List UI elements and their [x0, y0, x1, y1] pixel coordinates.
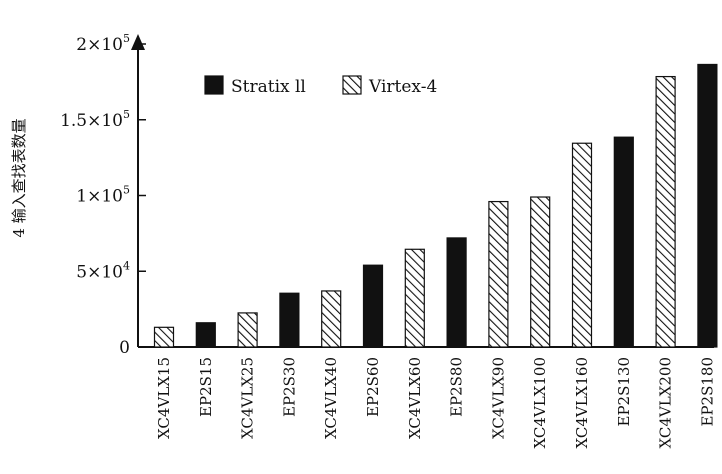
- x-tick-label: EP2S180: [698, 357, 716, 427]
- x-tick-label: EP2S60: [364, 357, 382, 417]
- bars: [153, 63, 718, 348]
- bar-xc4vlx100: [530, 196, 551, 348]
- legend-label: Stratix ll: [231, 77, 306, 97]
- x-tick-label: XC4VLX60: [406, 357, 424, 439]
- bar-ep2s180: [697, 63, 718, 348]
- y-tick-label: 5×104: [76, 259, 130, 282]
- y-axis-arrow: [131, 34, 145, 50]
- x-tick-label: XC4VLX90: [489, 357, 507, 439]
- x-tick-label: EP2S15: [197, 357, 215, 417]
- bar-xc4vlx25: [237, 312, 258, 348]
- legend: Stratix ll Virtex-4: [204, 75, 437, 97]
- bar-xc4vlx160: [571, 142, 593, 348]
- x-tick-label: XC4VLX160: [573, 357, 591, 449]
- bar-xc4vlx15: [153, 326, 175, 348]
- bar-xc4vlx40: [321, 290, 342, 348]
- legend-label: Virtex-4: [368, 77, 437, 97]
- x-tick-label: EP2S130: [615, 357, 633, 427]
- x-tick-label: XC4VLX200: [657, 357, 675, 449]
- x-tick-label: XC4VLX25: [239, 357, 257, 439]
- x-tick-label: EP2S80: [448, 357, 466, 417]
- y-tick-label: 0: [119, 338, 130, 358]
- legend-swatch: [342, 75, 362, 95]
- bar-ep2s15: [195, 322, 216, 348]
- x-tick-label: XC4VLX100: [531, 357, 549, 449]
- legend-swatch: [204, 75, 224, 95]
- bar-xc4vlx60: [404, 248, 425, 348]
- y-axis-label: 4 输入查找表数量: [10, 118, 28, 237]
- y-tick-label: 1×105: [76, 184, 130, 207]
- bar-xc4vlx90: [488, 200, 509, 348]
- bar-ep2s130: [613, 136, 634, 348]
- bar-ep2s80: [446, 237, 467, 348]
- x-tick-label: EP2S30: [280, 357, 298, 417]
- y-tick-label: 1.5×105: [60, 108, 130, 131]
- bar-ep2s30: [279, 292, 300, 348]
- x-tick-label: XC4VLX40: [322, 357, 340, 439]
- y-tick-label: 2×105: [76, 32, 130, 55]
- x-tick-label: XC4VLX15: [155, 357, 173, 439]
- y-tick-labels: 0 5×104 1×105 1.5×105 2×105: [60, 32, 130, 358]
- bar-xc4vlx200: [655, 75, 676, 348]
- bar-ep2s60: [362, 264, 384, 348]
- x-tick-labels: XC4VLX15 EP2S15 XC4VLX25 EP2S30 XC4VLX40 EP2S…: [155, 357, 716, 449]
